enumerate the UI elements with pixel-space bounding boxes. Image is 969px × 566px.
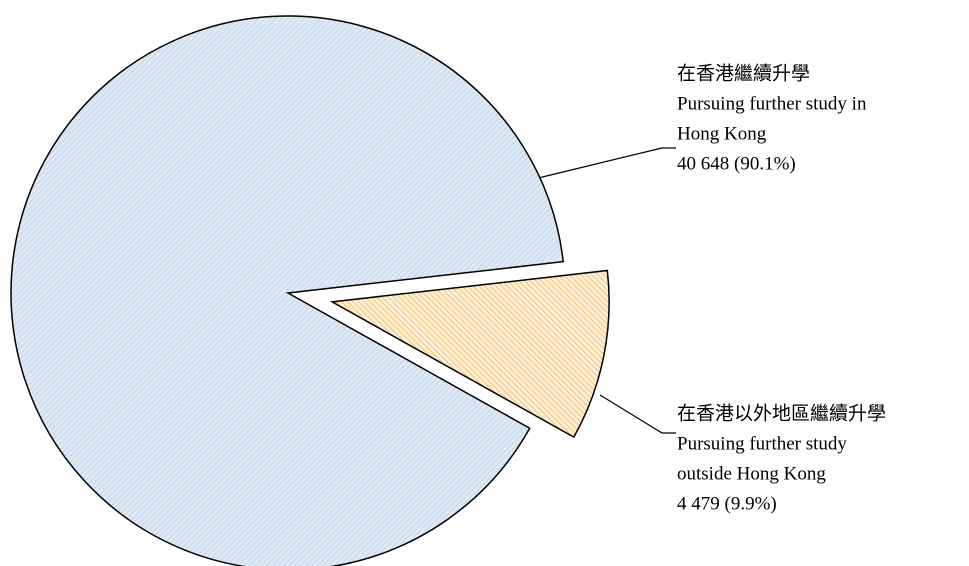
leader-line [599,394,676,434]
slice-label: Pursuing further study in [677,93,867,114]
slice-label: Hong Kong [677,123,767,144]
pie-slice [10,15,565,566]
pie-slice [329,269,610,439]
value-label: 40 648 (90.1%) [677,153,796,174]
slice-label: outside Hong Kong [677,463,826,484]
slice-label: 在香港繼續升學 [677,62,810,84]
value-label: 4 479 (9.9%) [677,493,777,514]
slice-label: 在香港以外地區繼續升學 [677,402,886,424]
leader-line [529,147,676,181]
slice-label: Pursuing further study [677,433,847,454]
